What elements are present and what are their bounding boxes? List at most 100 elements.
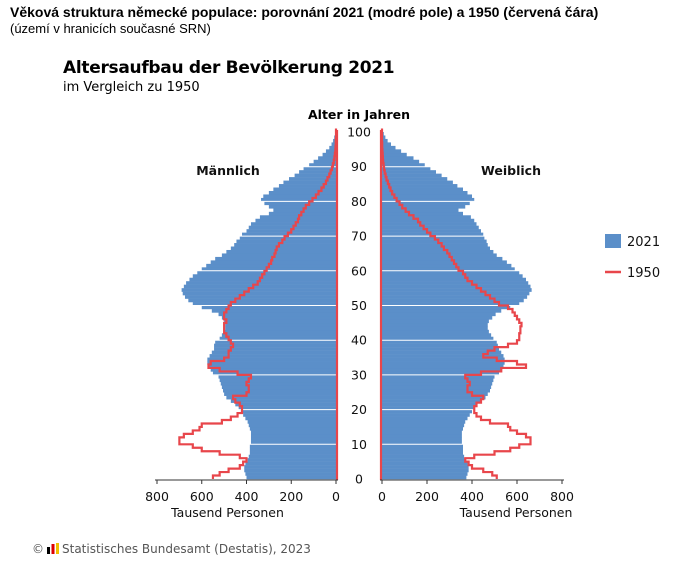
pyramid-bar-female-2021: [382, 291, 530, 296]
pyramid-bar-female-2021: [382, 187, 463, 192]
age-tick-label: 40: [351, 333, 367, 348]
pyramid-bar-female-2021: [382, 270, 520, 275]
pyramid-bar-male-2021: [294, 173, 336, 178]
pyramid-bar-female-2021: [382, 437, 462, 442]
pyramid-bar-male-2021: [250, 440, 337, 445]
pyramid-bar-male-2021: [249, 426, 336, 431]
pyramid-bar-male-2021: [210, 367, 336, 372]
pyramid-bar-male-2021: [221, 333, 336, 337]
pyramid-bar-female-2021: [382, 333, 492, 337]
pyramid-bar-female-2021: [382, 243, 488, 247]
pyramid-bar-female-2021: [382, 472, 468, 476]
pyramid-bar-male-2021: [182, 291, 337, 296]
pyramid-bar-female-2021: [382, 402, 477, 407]
pyramid-bar-male-2021: [313, 159, 337, 164]
pyramid-bar-female-2021: [382, 166, 431, 171]
pyramid-bar-male-2021: [181, 288, 337, 292]
pyramid-bar-male-2021: [221, 253, 336, 258]
pyramid-bar-female-2021: [382, 215, 471, 219]
legend-swatch-2021: [605, 234, 621, 248]
pyramid-bar-male-2021: [210, 260, 336, 265]
pyramid-bar-female-2021: [382, 170, 436, 174]
pyramid-bar-male-2021: [273, 187, 336, 192]
pyramid-bar-male-2021: [289, 177, 337, 181]
pyramid-bar-female-2021: [382, 184, 458, 188]
pyramid-bar-male-2021: [201, 267, 336, 272]
x-tick-label-left: 200: [279, 489, 303, 504]
pyramid-bar-female-2021: [382, 423, 465, 428]
age-tick-label: 90: [351, 159, 367, 174]
pyramid-bar-female-2021: [382, 378, 494, 383]
pyramid-bar-male-2021: [249, 447, 336, 452]
pyramid-bar-male-2021: [221, 315, 336, 320]
pyramid-bar-male-2021: [250, 222, 337, 226]
pyramid-bar-male-2021: [239, 236, 336, 240]
pyramid-bar-female-2021: [382, 364, 504, 369]
age-tick-label: 70: [351, 229, 367, 244]
pyramid-bar-female-2021: [382, 357, 505, 362]
pyramid-bar-male-2021: [245, 416, 337, 421]
age-tick-label: 100: [347, 125, 371, 140]
x-tick-label-left: 0: [332, 489, 340, 504]
pyramid-bar-female-2021: [382, 208, 459, 213]
pyramid-bar-female-2021: [382, 340, 497, 344]
page-subtitle: (území v hranicích současné SRN): [10, 21, 211, 36]
pyramid-bar-male-2021: [214, 347, 336, 351]
pyramid-bar-male-2021: [247, 420, 336, 424]
pyramid-bar-male-2021: [192, 274, 336, 278]
pyramid-bar-female-2021: [382, 218, 475, 223]
pyramid-bar-female-2021: [382, 426, 463, 431]
pyramid-bar-female-2021: [382, 267, 515, 272]
panel-label-female: Weiblich: [481, 163, 541, 178]
x-tick-label-right: 400: [460, 489, 484, 504]
pyramid-bar-female-2021: [382, 420, 466, 424]
pyramid-bar-female-2021: [382, 388, 490, 393]
pyramid-bar-female-2021: [382, 277, 526, 282]
pyramid-bar-male-2021: [218, 374, 337, 379]
legend-label-2021: 2021: [627, 235, 660, 250]
pyramid-bar-male-2021: [225, 322, 337, 327]
pyramid-bar-female-2021: [382, 135, 386, 140]
age-tick-label: 80: [351, 194, 367, 209]
pyramid-bar-female-2021: [382, 361, 505, 365]
pyramid-bar-female-2021: [382, 201, 470, 206]
pyramid-bar-male-2021: [331, 142, 337, 147]
pyramid-bar-male-2021: [246, 475, 336, 480]
pyramid-bar-male-2021: [268, 204, 337, 209]
pyramid-bar-female-2021: [382, 190, 468, 195]
pyramid-bar-female-2021: [382, 430, 462, 435]
pyramid-bar-male-2021: [189, 277, 337, 282]
x-tick-label-left: 800: [145, 489, 169, 504]
pyramid-bar-female-2021: [382, 354, 504, 358]
pyramid-bar-female-2021: [382, 440, 462, 445]
pyramid-bar-male-2021: [263, 194, 337, 199]
pyramid-bar-female-2021: [382, 444, 463, 449]
pyramid-bar-male-2021: [211, 308, 336, 313]
pyramid-bar-female-2021: [382, 298, 524, 303]
pyramid-bar-male-2021: [218, 312, 337, 317]
pyramid-bar-female-2021: [382, 302, 520, 306]
pyramid-bar-male-2021: [248, 423, 336, 428]
pyramid-bar-male-2021: [309, 163, 336, 167]
pyramid-bar-female-2021: [382, 409, 472, 414]
x-tick-label-left: 400: [235, 489, 259, 504]
age-tick-label: 60: [351, 263, 367, 278]
pyramid-bar-male-2021: [261, 197, 337, 202]
pyramid-bar-male-2021: [322, 152, 337, 157]
pyramid-bar-male-2021: [224, 319, 337, 324]
age-axis-label: Alter in Jahren: [308, 107, 410, 122]
pyramid-bar-female-2021: [382, 433, 462, 438]
x-tick-label-right: 200: [415, 489, 439, 504]
pyramid-bar-female-2021: [382, 454, 465, 459]
pyramid-bar-female-2021: [382, 229, 481, 233]
pyramid-bar-female-2021: [382, 399, 481, 403]
pyramid-bar-female-2021: [382, 347, 499, 351]
pyramid-bar-male-2021: [206, 263, 337, 268]
pyramid-bar-female-2021: [382, 152, 407, 157]
x-axis-label-left: Tausend Personen: [170, 505, 284, 520]
pyramid-bar-male-2021: [273, 208, 336, 213]
pyramid-bar-male-2021: [209, 354, 337, 358]
pyramid-bar-female-2021: [382, 329, 489, 334]
pyramid-bar-male-2021: [226, 395, 337, 400]
